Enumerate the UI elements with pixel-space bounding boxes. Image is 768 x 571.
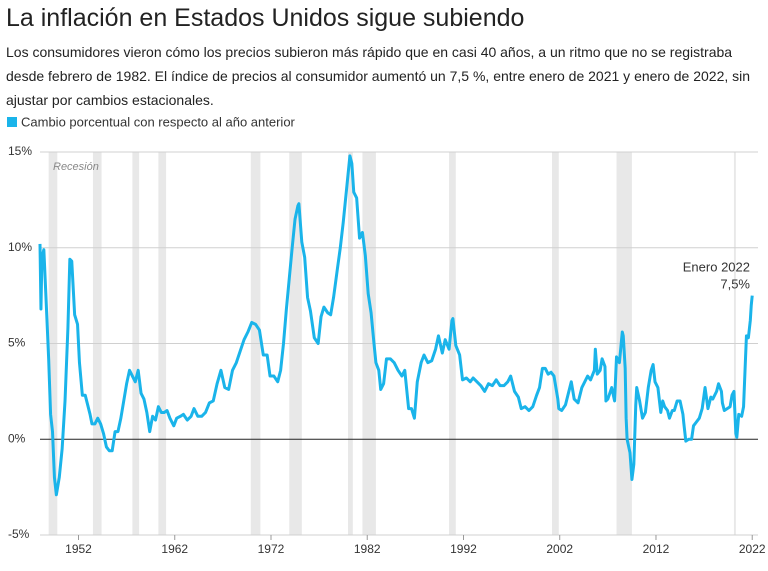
x-tick-label: 1952 <box>65 542 92 556</box>
chart-subtitle: Los consumidores vieron cómo los precios… <box>6 44 751 108</box>
chart-title: La inflación en Estados Unidos sigue sub… <box>6 4 525 32</box>
y-tick-label: 10% <box>8 240 32 254</box>
annotation-label: Enero 2022 <box>683 259 750 274</box>
x-tick-label: 2002 <box>546 542 573 556</box>
x-tick-label: 2022 <box>739 542 766 556</box>
y-tick-label: -5% <box>8 527 30 541</box>
x-tick-label: 1962 <box>161 542 188 556</box>
y-tick-label: 5% <box>8 336 26 350</box>
data-line <box>38 154 754 497</box>
x-tick-label: 1992 <box>450 542 477 556</box>
y-tick-label: 0% <box>8 431 26 445</box>
annotation-value: 7,5% <box>720 276 750 291</box>
legend-swatch <box>7 117 17 127</box>
x-tick-label: 2012 <box>643 542 670 556</box>
legend-label: Cambio porcentual con respecto al año an… <box>21 114 296 129</box>
recession-label: Recesión <box>53 161 99 173</box>
y-tick-label: 15% <box>8 144 32 158</box>
x-tick-label: 1972 <box>258 542 285 556</box>
x-tick-label: 1982 <box>354 542 381 556</box>
